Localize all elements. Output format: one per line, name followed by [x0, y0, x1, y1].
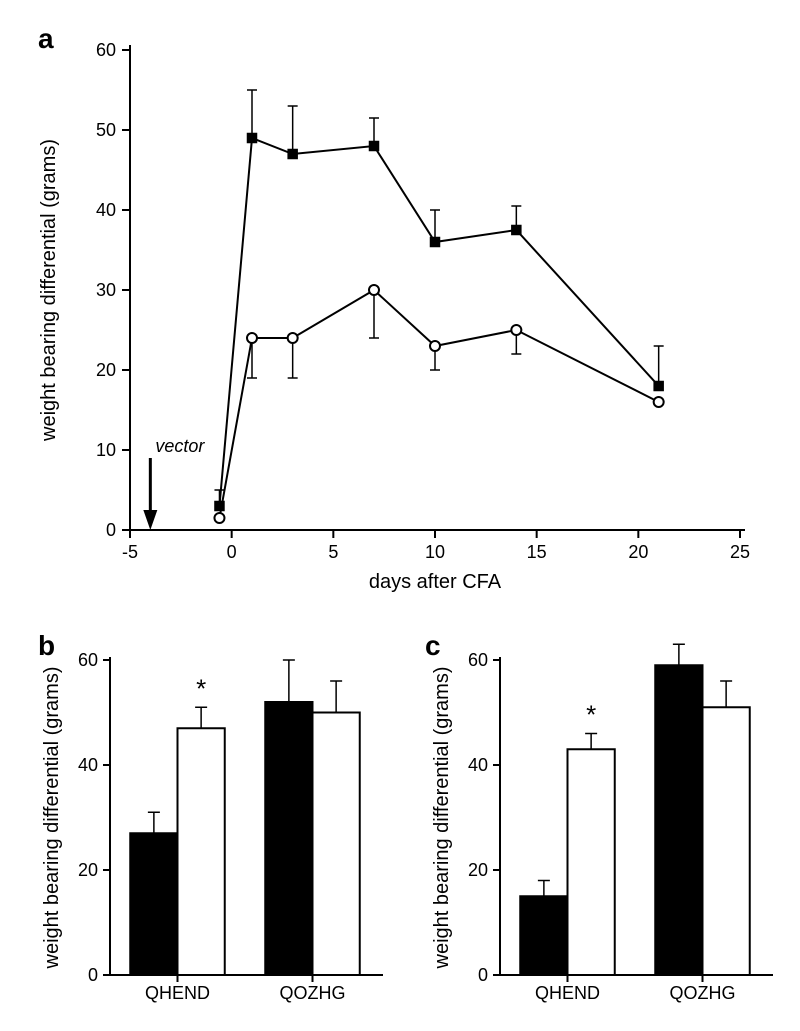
marker-circle: [247, 333, 257, 343]
significance-star: *: [586, 700, 596, 730]
x-axis-label: days after CFA: [369, 571, 502, 593]
marker-circle: [214, 513, 224, 523]
bar: [520, 896, 567, 975]
svg-text:30: 30: [96, 280, 116, 300]
svg-text:20: 20: [628, 542, 648, 562]
panel-c: 0 20 40 60 weight bearing differential (gram…: [425, 630, 773, 1003]
category-label: QOZHG: [280, 983, 346, 1003]
panel-b: 0 20 40 60 weight bearing differential (gram…: [38, 630, 383, 1003]
svg-text:20: 20: [78, 860, 98, 880]
panel-letter-a: a: [38, 23, 54, 54]
svg-text:50: 50: [96, 120, 116, 140]
y-axis-label: weight bearing differential (grams): [41, 666, 63, 969]
svg-text:0: 0: [106, 520, 116, 540]
marker-square: [248, 134, 257, 143]
svg-text:40: 40: [78, 755, 98, 775]
series-filled-square: [219, 138, 658, 506]
bar: [178, 728, 225, 975]
marker-square: [370, 142, 379, 151]
bar: [703, 707, 750, 975]
svg-text:20: 20: [468, 860, 488, 880]
svg-text:10: 10: [96, 440, 116, 460]
svg-text:60: 60: [78, 650, 98, 670]
panel-letter: c: [425, 630, 441, 661]
svg-text:60: 60: [468, 650, 488, 670]
svg-text:15: 15: [527, 542, 547, 562]
marker-square: [288, 150, 297, 159]
panel-a: 0 10 20 30 40 50 60 -5 0 5 10 15 20 25 days after CFA w…: [38, 23, 750, 593]
marker-circle: [511, 325, 521, 335]
bar: [130, 833, 177, 975]
y-axis-label: weight bearing differential (grams): [38, 139, 60, 442]
svg-text:40: 40: [468, 755, 488, 775]
bar: [655, 665, 702, 975]
svg-text:0: 0: [227, 542, 237, 562]
marker-square: [431, 238, 440, 247]
marker-circle: [288, 333, 298, 343]
category-label: QHEND: [145, 983, 210, 1003]
category-label: QOZHG: [670, 983, 736, 1003]
svg-text:25: 25: [730, 542, 750, 562]
svg-text:0: 0: [478, 965, 488, 985]
marker-circle: [369, 285, 379, 295]
bar: [313, 713, 360, 976]
marker-square: [654, 382, 663, 391]
significance-star: *: [196, 673, 206, 703]
marker-square: [512, 226, 521, 235]
panel-letter: b: [38, 630, 55, 661]
y-axis-label: weight bearing differential (grams): [431, 666, 453, 969]
svg-text:10: 10: [425, 542, 445, 562]
svg-text:0: 0: [88, 965, 98, 985]
bar: [568, 749, 615, 975]
marker-circle: [654, 397, 664, 407]
bar: [265, 702, 312, 975]
series-open-circle: [219, 290, 658, 518]
svg-text:60: 60: [96, 40, 116, 60]
vector-label: vector: [155, 436, 205, 456]
svg-text:5: 5: [328, 542, 338, 562]
marker-circle: [430, 341, 440, 351]
svg-text:40: 40: [96, 200, 116, 220]
svg-text:-5: -5: [122, 542, 138, 562]
category-label: QHEND: [535, 983, 600, 1003]
svg-text:20: 20: [96, 360, 116, 380]
